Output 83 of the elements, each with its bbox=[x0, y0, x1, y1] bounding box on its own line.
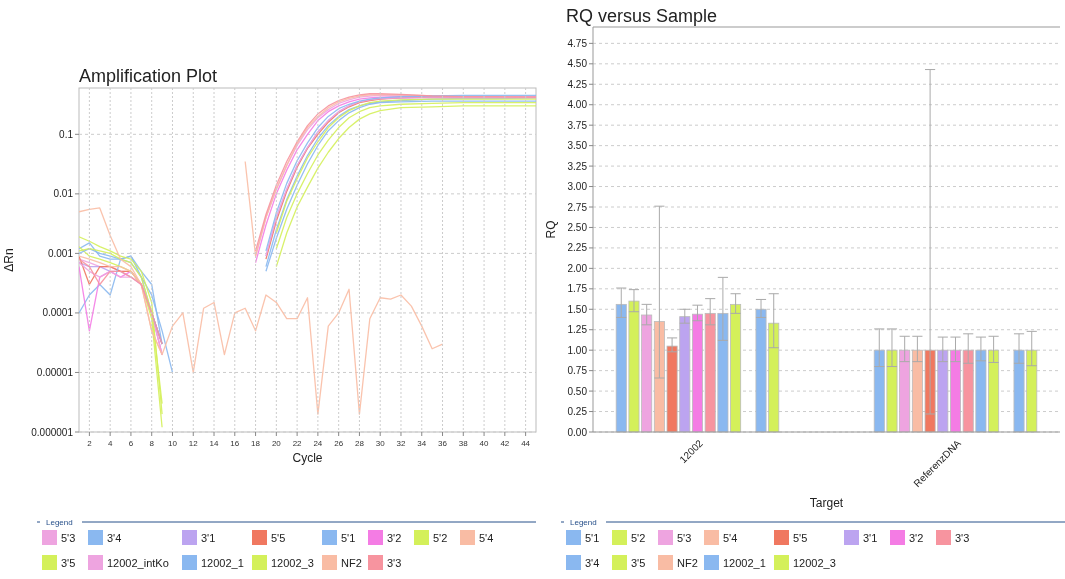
legend-label: 12002_3 bbox=[271, 557, 314, 569]
legend-label: 3'3 bbox=[387, 557, 402, 569]
legend-label: 3'4 bbox=[107, 532, 122, 544]
x-tick-label: 32 bbox=[396, 439, 406, 448]
legend-label: 5'2 bbox=[631, 532, 646, 544]
x-tick-label: 26 bbox=[334, 439, 344, 448]
y-tick-label: 0.000001 bbox=[31, 426, 74, 438]
y-tick-label: 2.50 bbox=[567, 221, 588, 233]
legend-label: 3'3 bbox=[955, 532, 970, 544]
legend-label: 12002_intKo bbox=[107, 557, 169, 569]
x-tick-label: 28 bbox=[354, 439, 365, 448]
y-tick-label: 2.00 bbox=[567, 262, 588, 274]
x-tick-label: 38 bbox=[458, 439, 469, 448]
y-tick-label: 0.00001 bbox=[36, 366, 74, 378]
legend-label: NF2 bbox=[677, 557, 698, 569]
y-tick-label: 0.01 bbox=[53, 188, 74, 200]
legend-label: 3'5 bbox=[631, 557, 646, 569]
legend-label: 3'1 bbox=[201, 532, 216, 544]
y-tick-label: 3.75 bbox=[567, 119, 588, 131]
x-tick-label: 14 bbox=[209, 439, 220, 448]
y-tick-label: 1.00 bbox=[567, 344, 588, 356]
y-tick-label: 0.00 bbox=[567, 426, 588, 438]
legend-title: Legend bbox=[570, 518, 597, 527]
legend-label: 5'5 bbox=[793, 532, 808, 544]
x-axis-title: Cycle bbox=[292, 451, 323, 465]
y-tick-label: 0.50 bbox=[567, 385, 588, 397]
y-axis-title: RQ bbox=[544, 220, 558, 239]
x-tick-label: 42 bbox=[500, 439, 510, 448]
x-tick-label: 8 bbox=[149, 439, 155, 448]
legend-label: 5'1 bbox=[341, 532, 356, 544]
legend-label: 3'2 bbox=[387, 532, 402, 544]
x-tick-label: 24 bbox=[313, 439, 323, 448]
x-tick-label: 34 bbox=[417, 439, 427, 448]
legend-label: 3'1 bbox=[863, 532, 878, 544]
x-tick-label: 12 bbox=[188, 439, 199, 448]
legend-label: 5'3 bbox=[677, 532, 692, 544]
x-tick-label: 20 bbox=[271, 439, 282, 448]
y-tick-label: 4.75 bbox=[567, 37, 588, 49]
y-tick-label: 4.00 bbox=[567, 99, 588, 111]
x-tick-label: 10 bbox=[168, 439, 178, 448]
legend-label: 12002_1 bbox=[723, 557, 766, 569]
legend-label: 3'4 bbox=[585, 557, 600, 569]
legend-label: 5'4 bbox=[723, 532, 738, 544]
legend-label: 3'2 bbox=[909, 532, 924, 544]
x-tick-label: 16 bbox=[230, 439, 240, 448]
x-tick-label: 4 bbox=[107, 439, 113, 448]
chart-title: RQ versus Sample bbox=[566, 6, 718, 26]
x-tick-label: 44 bbox=[521, 439, 531, 448]
legend-label: 3'5 bbox=[61, 557, 76, 569]
y-tick-label: 3.00 bbox=[567, 181, 588, 193]
y-tick-label: 0.001 bbox=[47, 247, 74, 259]
y-tick-label: 0.0001 bbox=[42, 307, 74, 319]
y-tick-label: 3.25 bbox=[567, 160, 588, 172]
y-tick-label: 0.75 bbox=[567, 365, 588, 377]
x-tick-label: 30 bbox=[375, 439, 386, 448]
x-tick-label: 40 bbox=[479, 439, 490, 448]
x-axis-title: Target bbox=[809, 496, 844, 510]
y-tick-label: 1.25 bbox=[567, 324, 588, 336]
y-axis-title: ΔRn bbox=[2, 248, 16, 272]
y-tick-label: 3.50 bbox=[567, 140, 588, 152]
y-tick-label: 0.1 bbox=[59, 128, 74, 140]
legend-label: 5'3 bbox=[61, 532, 76, 544]
y-tick-label: 4.25 bbox=[567, 78, 588, 90]
x-tick-label: 36 bbox=[438, 439, 448, 448]
y-tick-label: 1.75 bbox=[567, 283, 588, 295]
x-tick-label: 6 bbox=[128, 439, 134, 448]
legend-label: NF2 bbox=[341, 557, 362, 569]
x-tick-label: 2 bbox=[87, 439, 93, 448]
y-tick-label: 4.50 bbox=[567, 58, 588, 70]
legend-label: 5'1 bbox=[585, 532, 600, 544]
y-tick-label: 2.75 bbox=[567, 201, 588, 213]
legend-label: 5'5 bbox=[271, 532, 286, 544]
y-tick-label: 1.50 bbox=[567, 303, 588, 315]
legend-label: 12002_1 bbox=[201, 557, 244, 569]
x-tick-label: 22 bbox=[292, 439, 303, 448]
legend-title: Legend bbox=[46, 518, 73, 527]
y-tick-label: 0.25 bbox=[567, 406, 588, 418]
x-tick-label: 18 bbox=[251, 439, 261, 448]
y-tick-label: 2.25 bbox=[567, 242, 588, 254]
legend-label: 5'4 bbox=[479, 532, 494, 544]
chart-title: Amplification Plot bbox=[79, 66, 218, 86]
legend-label: 5'2 bbox=[433, 532, 448, 544]
legend-label: 12002_3 bbox=[793, 557, 836, 569]
